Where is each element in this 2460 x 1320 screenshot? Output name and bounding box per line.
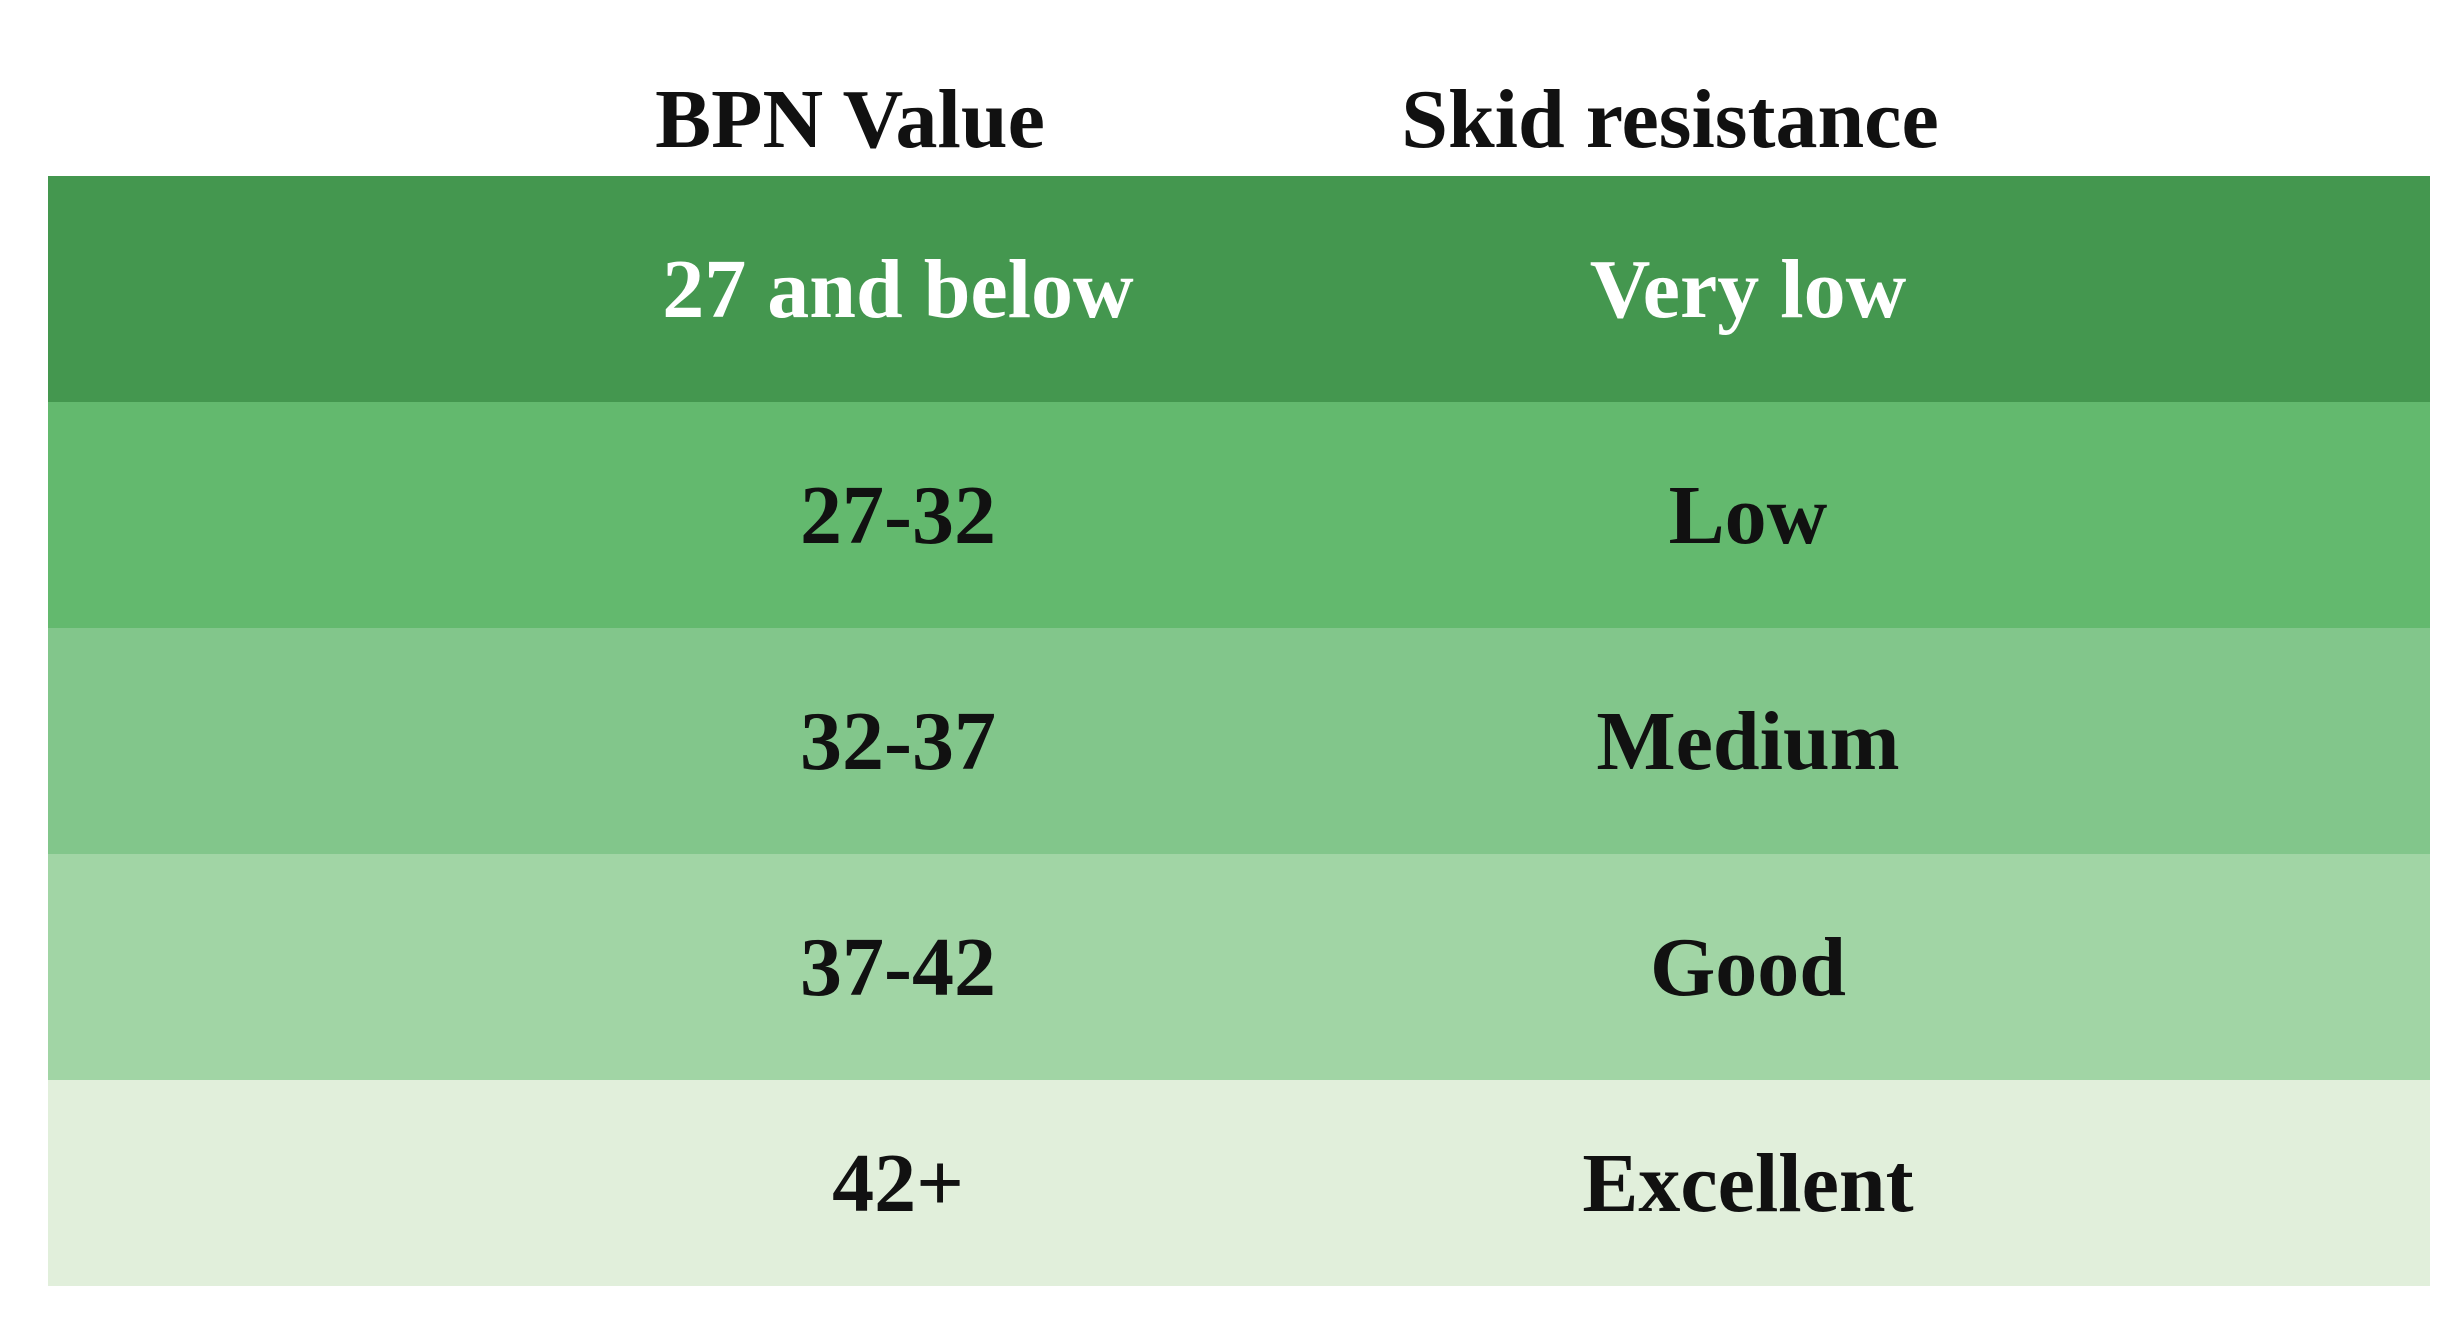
skid-resistance-cell: Good bbox=[1649, 920, 1847, 1014]
bpn-value-cell: 27 and below bbox=[662, 242, 1134, 336]
table-row-medium: 32-37 Medium bbox=[48, 628, 2430, 854]
bpn-value-cell: 37-42 bbox=[800, 920, 996, 1014]
skid-resistance-cell: Very low bbox=[1589, 242, 1907, 336]
skid-resistance-cell: Excellent bbox=[1582, 1136, 1914, 1230]
bpn-value-cell: 27-32 bbox=[800, 468, 996, 562]
table-row-very-low: 27 and below Very low bbox=[48, 176, 2430, 402]
table-row-good: 37-42 Good bbox=[48, 854, 2430, 1080]
bpn-value-cell: 32-37 bbox=[800, 694, 996, 788]
bpn-value-cell: 42+ bbox=[832, 1136, 964, 1230]
bpn-value-header: BPN Value bbox=[655, 73, 1045, 166]
skid-resistance-cell: Medium bbox=[1596, 694, 1900, 788]
bpn-skid-table: 27 and below Very low 27-32 Low 32-37 Me… bbox=[48, 176, 2430, 1286]
table-row-low: 27-32 Low bbox=[48, 402, 2430, 628]
table-row-excellent: 42+ Excellent bbox=[48, 1080, 2430, 1286]
skid-resistance-cell: Low bbox=[1668, 468, 1828, 562]
skid-resistance-header: Skid resistance bbox=[1401, 73, 1939, 166]
